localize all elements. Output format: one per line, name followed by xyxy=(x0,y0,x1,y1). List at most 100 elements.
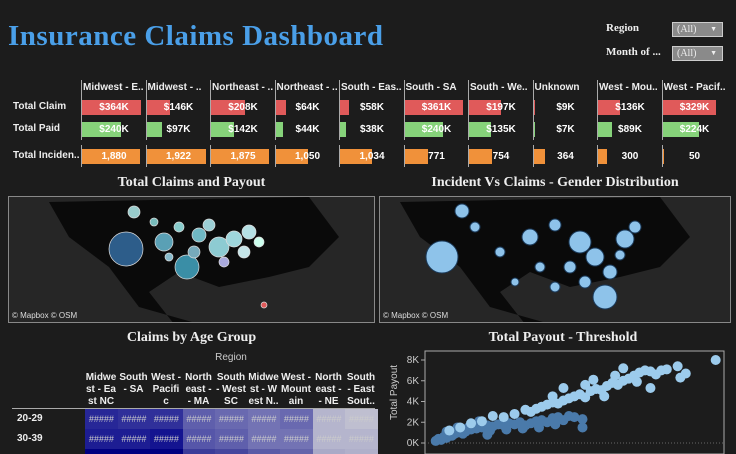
gender-pie-bubble[interactable] xyxy=(615,229,635,249)
map-bubble[interactable] xyxy=(218,256,230,268)
summary-bar[interactable] xyxy=(211,122,235,137)
summary-bar[interactable] xyxy=(211,149,269,164)
heatmap-cell[interactable]: ##### xyxy=(247,409,280,429)
month-filter-dropdown[interactable]: (All) ▼ xyxy=(672,46,723,61)
scatter-point[interactable] xyxy=(645,383,656,394)
scatter-point[interactable] xyxy=(580,379,591,390)
summary-bar[interactable] xyxy=(662,149,665,164)
summary-bar[interactable] xyxy=(533,149,545,164)
heatmap-cell[interactable]: ##### xyxy=(215,409,248,429)
heatmap-cell[interactable]: ##### xyxy=(312,429,345,449)
gender-distribution-map[interactable]: © Mapbox © OSM xyxy=(379,196,731,323)
summary-bar[interactable] xyxy=(82,100,141,115)
summary-bar[interactable] xyxy=(404,100,463,115)
map-bubble[interactable] xyxy=(208,236,230,258)
gender-pie-bubble[interactable] xyxy=(510,277,520,287)
scatter-point[interactable] xyxy=(558,383,569,394)
scatter-point[interactable] xyxy=(610,370,621,381)
map-bubble[interactable] xyxy=(108,231,144,267)
summary-bar[interactable] xyxy=(340,100,350,115)
heatmap-cell[interactable]: ##### xyxy=(117,409,150,429)
heatmap-cell[interactable] xyxy=(150,449,183,454)
scatter-point[interactable] xyxy=(487,411,498,422)
map-bubble[interactable] xyxy=(187,245,201,259)
summary-bar[interactable] xyxy=(533,122,535,137)
gender-pie-bubble[interactable] xyxy=(549,281,561,293)
scatter-point[interactable] xyxy=(680,368,691,379)
heatmap-cell[interactable]: ##### xyxy=(182,429,215,449)
map-bubble[interactable] xyxy=(173,221,185,233)
map-bubble[interactable] xyxy=(164,252,174,262)
heatmap-cell[interactable] xyxy=(247,449,280,454)
summary-bar[interactable] xyxy=(146,122,163,137)
summary-bar[interactable] xyxy=(469,149,493,164)
summary-bar[interactable] xyxy=(275,122,283,137)
scatter-point[interactable] xyxy=(631,376,642,387)
gender-pie-bubble[interactable] xyxy=(563,260,577,274)
gender-pie-bubble[interactable] xyxy=(568,230,592,254)
map-bubble[interactable] xyxy=(127,205,141,219)
summary-bar[interactable] xyxy=(598,149,608,164)
scatter-point[interactable] xyxy=(455,422,466,433)
scatter-point[interactable] xyxy=(517,423,528,434)
map-bubble[interactable] xyxy=(241,224,257,240)
summary-bar[interactable] xyxy=(469,100,501,115)
gender-pie-bubble[interactable] xyxy=(494,246,506,258)
claims-payout-map[interactable]: © Mapbox © OSM xyxy=(8,196,375,323)
summary-bar[interactable] xyxy=(598,100,621,115)
summary-bar[interactable] xyxy=(404,122,444,137)
scatter-point[interactable] xyxy=(550,419,561,430)
scatter-point[interactable] xyxy=(618,363,629,374)
heatmap-cell[interactable] xyxy=(280,449,313,454)
gender-pie-bubble[interactable] xyxy=(469,221,481,233)
summary-bar[interactable] xyxy=(469,122,491,137)
scatter-point[interactable] xyxy=(509,408,520,419)
gender-pie-bubble[interactable] xyxy=(534,261,546,273)
map-bubble[interactable] xyxy=(149,217,159,227)
heatmap-cell[interactable]: ##### xyxy=(280,429,313,449)
summary-bar[interactable] xyxy=(340,122,347,137)
gender-pie-bubble[interactable] xyxy=(592,284,618,310)
scatter-point[interactable] xyxy=(710,355,721,365)
gender-pie-bubble[interactable] xyxy=(521,228,539,246)
heatmap-cell[interactable]: ##### xyxy=(182,409,215,429)
summary-bar[interactable] xyxy=(146,100,171,115)
gender-pie-bubble[interactable] xyxy=(585,247,605,267)
map-bubble[interactable] xyxy=(253,236,265,248)
scatter-point[interactable] xyxy=(569,412,580,423)
heatmap-cell[interactable] xyxy=(85,449,118,454)
scatter-point[interactable] xyxy=(476,416,487,427)
scatter-point[interactable] xyxy=(444,425,455,436)
region-filter-dropdown[interactable]: (All) ▼ xyxy=(672,22,723,37)
heatmap-cell[interactable] xyxy=(117,449,150,454)
gender-pie-bubble[interactable] xyxy=(628,220,642,234)
heatmap-cell[interactable]: ##### xyxy=(345,429,378,449)
summary-bar[interactable] xyxy=(211,100,245,115)
scatter-point[interactable] xyxy=(661,364,672,375)
heatmap-cell[interactable] xyxy=(345,449,378,454)
summary-bar[interactable] xyxy=(662,122,699,137)
summary-bar[interactable] xyxy=(340,149,372,164)
map-bubble[interactable] xyxy=(225,230,243,248)
heatmap-cell[interactable] xyxy=(312,449,345,454)
summary-bar[interactable] xyxy=(662,100,716,115)
gender-pie-bubble[interactable] xyxy=(425,240,459,274)
heatmap-cell[interactable]: ##### xyxy=(117,429,150,449)
heatmap-cell[interactable]: ##### xyxy=(150,409,183,429)
heatmap-cell[interactable]: ##### xyxy=(150,429,183,449)
gender-pie-bubble[interactable] xyxy=(614,249,626,261)
scatter-point[interactable] xyxy=(466,418,477,429)
gender-pie-bubble[interactable] xyxy=(602,264,618,280)
scatter-point[interactable] xyxy=(534,422,545,433)
gender-pie-bubble[interactable] xyxy=(578,275,592,289)
scatter-point[interactable] xyxy=(482,429,493,440)
scatter-point[interactable] xyxy=(577,414,588,425)
gender-pie-bubble[interactable] xyxy=(548,218,562,232)
heatmap-cell[interactable]: ##### xyxy=(85,429,118,449)
scatter-point[interactable] xyxy=(599,391,610,402)
summary-bar[interactable] xyxy=(275,149,308,164)
heatmap-cell[interactable] xyxy=(182,449,215,454)
summary-bar[interactable] xyxy=(598,122,613,137)
heatmap-cell[interactable] xyxy=(215,449,248,454)
map-bubble[interactable] xyxy=(191,227,207,243)
